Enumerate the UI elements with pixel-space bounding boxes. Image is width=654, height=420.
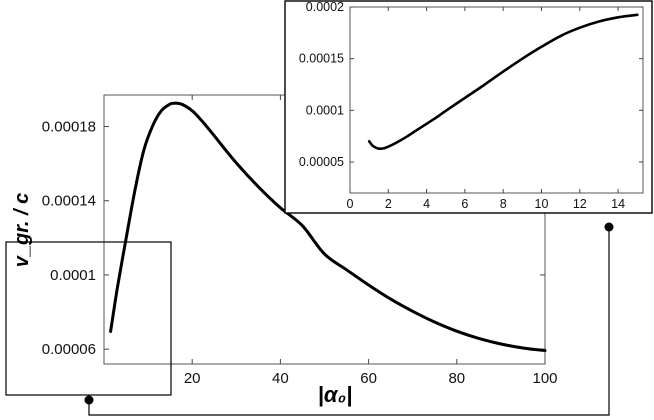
inset-tick-labels: 0 2 4 6 8 10 12 14 0.00005 0.0001 0.00015 0.0002 <box>299 0 625 211</box>
x-tick-label: 20 <box>184 370 201 387</box>
y-tick-label: 0.0001 <box>50 267 96 284</box>
x-tick-label: 2 <box>385 197 392 211</box>
x-tick-label: 80 <box>448 370 465 387</box>
x-tick-label: 4 <box>423 197 430 211</box>
x-tick-label: 0 <box>347 197 354 211</box>
inset-ticks <box>349 6 643 193</box>
connector-dot-inset <box>604 222 614 232</box>
y-tick-label: 0.00015 <box>299 52 344 66</box>
x-tick-label: 6 <box>461 197 468 211</box>
y-tick-label: 0.0002 <box>306 0 344 14</box>
x-axis-label: |α₀| <box>318 382 353 407</box>
zoom-region-box <box>5 241 172 396</box>
y-tick-label: 0.0001 <box>306 103 344 117</box>
y-tick-label: 0.00005 <box>299 155 344 169</box>
y-tick-label: 0.00018 <box>42 119 96 136</box>
x-tick-label: 8 <box>500 197 507 211</box>
y-axis-label: v_gr. / c <box>11 193 33 268</box>
inset-connector-line <box>88 227 610 416</box>
y-tick-label: 0.00006 <box>42 341 96 358</box>
inset-outer-frame <box>284 0 653 214</box>
main-series-line <box>109 101 547 353</box>
x-tick-label: 12 <box>573 197 587 211</box>
inset-series-line <box>367 13 639 151</box>
inset-plot-frame <box>349 6 644 194</box>
x-tick-label: 60 <box>360 370 377 387</box>
x-tick-label: 14 <box>611 197 625 211</box>
x-tick-label: 40 <box>272 370 289 387</box>
y-tick-label: 0.00014 <box>42 193 96 210</box>
connector-dot-bottom <box>84 395 94 405</box>
x-tick-label: 100 <box>532 370 557 387</box>
x-tick-label: 10 <box>535 197 549 211</box>
